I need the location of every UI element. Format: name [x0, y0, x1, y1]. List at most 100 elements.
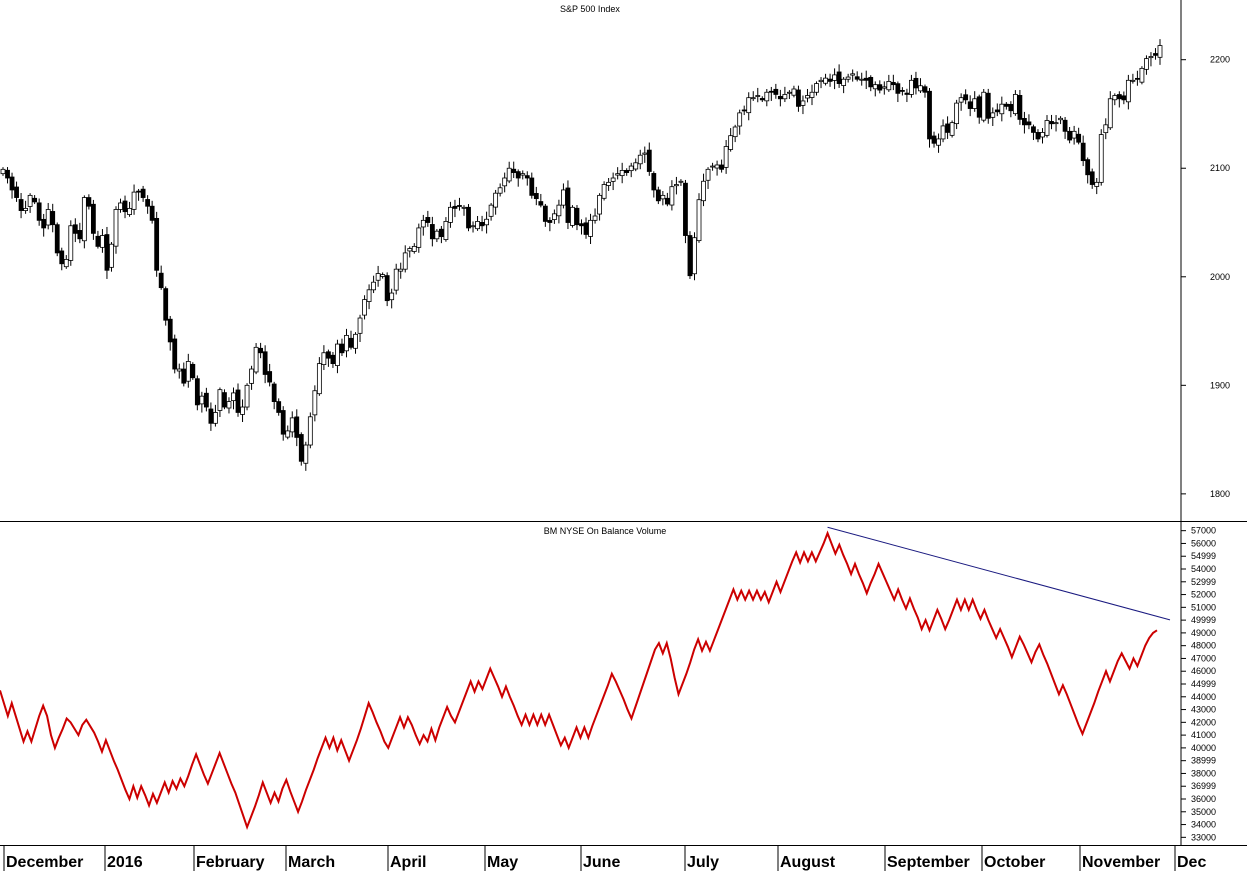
- candle-body: [565, 187, 571, 223]
- candle-body: [488, 204, 494, 217]
- candle-body: [967, 101, 973, 109]
- candle-body: [506, 167, 512, 182]
- candle-body: [289, 417, 295, 433]
- candle-body: [176, 368, 182, 372]
- month-label: September: [887, 854, 970, 871]
- candle-body: [1026, 121, 1032, 126]
- candle-body: [976, 96, 982, 118]
- candle-body: [411, 245, 417, 252]
- candle-body: [985, 92, 991, 119]
- candle-body: [1148, 56, 1154, 59]
- candle-body: [416, 227, 422, 248]
- candle-body: [814, 83, 819, 93]
- candle-body: [606, 181, 612, 186]
- candle-body: [994, 109, 1000, 113]
- candle-body: [1053, 122, 1059, 125]
- candle-body: [402, 252, 408, 270]
- candle-body: [425, 217, 431, 223]
- obv-y-tick-label: 35000: [1191, 807, 1216, 817]
- candle-body: [23, 207, 28, 211]
- candle-body: [190, 363, 196, 379]
- candle-body: [1121, 95, 1127, 101]
- candle-body: [375, 273, 381, 281]
- candle-body: [461, 206, 467, 209]
- obv-y-tick-label: 52999: [1191, 577, 1216, 587]
- candle-body: [1107, 98, 1113, 129]
- candle-body: [651, 173, 657, 191]
- candle-body: [936, 138, 941, 146]
- obv-y-tick-label: 51000: [1191, 602, 1216, 612]
- candle-body: [583, 222, 589, 235]
- candle-body: [660, 194, 666, 200]
- candle-body: [154, 217, 160, 271]
- candle-body: [339, 343, 345, 354]
- candle-body: [484, 218, 489, 226]
- candle-body: [823, 77, 828, 84]
- candle-body: [330, 354, 336, 365]
- candle-body: [1085, 159, 1091, 176]
- candle-body: [194, 378, 200, 406]
- obv-panel-title: BM NYSE On Balance Volume: [544, 526, 667, 536]
- candle-body: [109, 243, 114, 268]
- candle-body: [316, 363, 322, 395]
- candle-body: [981, 91, 987, 121]
- candle-body: [140, 188, 146, 198]
- candle-body: [705, 168, 711, 181]
- candle-body: [267, 371, 273, 383]
- candle-body: [972, 98, 978, 109]
- candle-body: [999, 103, 1005, 115]
- candle-body: [1067, 130, 1073, 141]
- price-y-tick-label: 2100: [1210, 163, 1230, 173]
- candle-body: [1153, 53, 1158, 56]
- candle-body: [940, 125, 946, 140]
- candle-body: [881, 86, 887, 89]
- candle-body: [845, 76, 851, 80]
- obv-y-tick-label: 36000: [1191, 794, 1216, 804]
- price-panel: [0, 39, 1163, 471]
- candle-body: [493, 192, 499, 208]
- candle-body: [54, 224, 60, 254]
- candle-body: [438, 228, 444, 238]
- month-label: Dec: [1177, 854, 1206, 871]
- candle-body: [172, 338, 178, 370]
- candle-body: [357, 317, 363, 334]
- candle-body: [1044, 120, 1050, 136]
- candle-body: [1008, 104, 1014, 112]
- candle-body: [574, 207, 580, 226]
- candle-body: [945, 123, 950, 133]
- month-label: 2016: [107, 854, 143, 871]
- candle-body: [9, 176, 15, 191]
- candle-body: [1003, 103, 1009, 107]
- candle-body: [764, 91, 770, 102]
- obv-y-tick-label: 49999: [1191, 615, 1216, 625]
- candle-body: [208, 408, 214, 424]
- candle-body: [592, 215, 598, 221]
- candle-body: [389, 292, 395, 301]
- candle-body: [100, 235, 105, 248]
- candle-body: [615, 173, 621, 176]
- candle-body: [479, 222, 485, 227]
- obv-y-tick-label: 56000: [1191, 538, 1216, 548]
- axes: 1800 1900 2000 2100 2200 33000 34000 35000 36000…: [3, 55, 1230, 871]
- candle-body: [50, 211, 56, 226]
- candle-body: [669, 186, 675, 206]
- candle-body: [836, 71, 842, 84]
- candle-body: [524, 175, 530, 179]
- candle-body: [1144, 58, 1149, 70]
- candle-body: [863, 77, 869, 81]
- candle-body: [59, 250, 65, 265]
- candle-body: [1098, 134, 1104, 183]
- candle-body: [95, 235, 101, 247]
- candle-body: [122, 200, 128, 213]
- candle-body: [398, 268, 404, 272]
- candle-body: [344, 334, 349, 352]
- candle-body: [213, 412, 218, 424]
- candle-body: [185, 361, 191, 382]
- candle-body: [561, 189, 566, 206]
- candle-body: [429, 224, 435, 240]
- candle-body: [231, 392, 236, 402]
- candle-body: [832, 74, 837, 81]
- candle-body: [81, 197, 87, 242]
- obv-y-tick-label: 41000: [1191, 730, 1216, 740]
